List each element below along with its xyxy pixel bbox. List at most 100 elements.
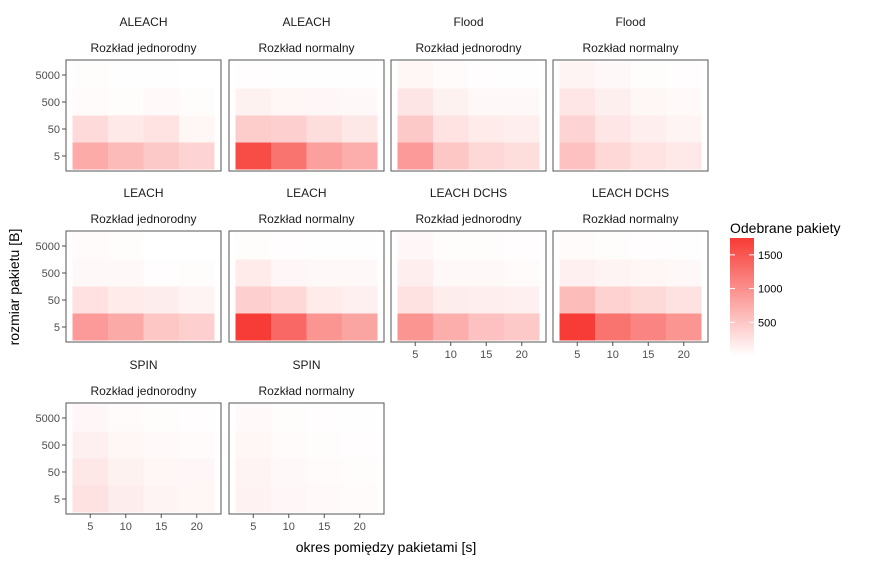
heatmap-cell bbox=[235, 485, 271, 513]
panel-border bbox=[552, 230, 709, 343]
heatmap-cell bbox=[235, 61, 271, 89]
heatmap-cell bbox=[72, 313, 108, 341]
heatmap-cell bbox=[235, 404, 271, 432]
heatmap-cell bbox=[433, 286, 469, 314]
y-tick-label: 5 bbox=[54, 151, 60, 163]
strip-label-distribution: Rozkład jednorodny bbox=[415, 41, 521, 55]
heatmap-cell bbox=[306, 485, 342, 513]
heatmap-cell bbox=[306, 286, 342, 314]
heatmap-cell bbox=[630, 88, 666, 116]
heatmap-cell bbox=[306, 431, 342, 459]
panel-border bbox=[552, 59, 709, 172]
heatmap-cell bbox=[559, 286, 595, 314]
heatmap-cell bbox=[630, 61, 666, 89]
heatmap-cell bbox=[306, 458, 342, 486]
heatmap-cell bbox=[595, 286, 631, 314]
heatmap-cell bbox=[433, 115, 469, 143]
heatmap-cell bbox=[306, 88, 342, 116]
heatmap-cell bbox=[143, 61, 179, 89]
x-tick-label: 5 bbox=[250, 521, 256, 533]
y-tick-label: 5 bbox=[54, 322, 60, 334]
heatmap-cell bbox=[306, 232, 342, 260]
heatmap-cell bbox=[306, 259, 342, 287]
heatmap-cell bbox=[559, 313, 595, 341]
heatmap-cell bbox=[72, 485, 108, 513]
heatmap-cell bbox=[504, 115, 540, 143]
strip-label-distribution: Rozkład normalny bbox=[258, 384, 354, 398]
facet-panels: ALEACH Rozkład jednorodny 5 50 500 5000 ALEACH… bbox=[36, 15, 709, 533]
heatmap-cell bbox=[235, 115, 271, 143]
y-tick-label: 5 bbox=[54, 494, 60, 506]
heatmap-cell bbox=[433, 232, 469, 260]
heatmap-cell bbox=[108, 286, 144, 314]
heatmap-cell bbox=[143, 458, 179, 486]
heatmap-cell bbox=[235, 142, 271, 170]
heatmap-cell bbox=[72, 88, 108, 116]
heatmap-cell bbox=[143, 259, 179, 287]
heatmap-cell bbox=[235, 286, 271, 314]
heatmap-cell bbox=[108, 313, 144, 341]
heatmap-cell bbox=[143, 115, 179, 143]
heatmap-cell bbox=[595, 142, 631, 170]
heatmap-cell bbox=[504, 142, 540, 170]
heatmap-cell bbox=[108, 115, 144, 143]
x-tick-label: 20 bbox=[191, 521, 203, 533]
heatmap-cell bbox=[235, 313, 271, 341]
heatmap-cell bbox=[433, 313, 469, 341]
x-tick-label: 15 bbox=[642, 349, 654, 361]
heatmap-cell bbox=[271, 286, 307, 314]
heatmap-cell bbox=[397, 232, 433, 260]
heatmap-cell bbox=[235, 431, 271, 459]
heatmap-cell bbox=[143, 232, 179, 260]
heatmap-cell bbox=[306, 142, 342, 170]
heatmap-cell bbox=[468, 88, 504, 116]
heatmap-cell bbox=[504, 88, 540, 116]
y-tick-label: 500 bbox=[42, 268, 60, 280]
heatmap-cell bbox=[666, 313, 702, 341]
heatmap-cell bbox=[108, 61, 144, 89]
heatmap-cell bbox=[179, 485, 215, 513]
heatmap-cell bbox=[397, 313, 433, 341]
heatmap-cell bbox=[666, 286, 702, 314]
heatmap-cell bbox=[595, 61, 631, 89]
heatmap-cell bbox=[397, 88, 433, 116]
heatmap-cell bbox=[468, 286, 504, 314]
panel-border bbox=[390, 59, 547, 172]
heatmap-cell bbox=[342, 485, 378, 513]
heatmap-cell bbox=[630, 142, 666, 170]
heatmap-cell bbox=[108, 431, 144, 459]
heatmap-cell bbox=[397, 142, 433, 170]
y-tick-label: 5000 bbox=[36, 413, 60, 425]
heatmap-cell bbox=[271, 431, 307, 459]
heatmap-cell bbox=[595, 313, 631, 341]
strip-label-protocol: LEACH DCHS bbox=[592, 186, 669, 200]
y-axis-title: rozmiar pakietu [B] bbox=[6, 229, 22, 346]
heatmap-cell bbox=[72, 61, 108, 89]
heatmap-cell bbox=[595, 259, 631, 287]
heatmap-cell bbox=[271, 115, 307, 143]
heatmap-cell bbox=[72, 286, 108, 314]
heatmap-cell bbox=[72, 142, 108, 170]
y-tick-label: 5000 bbox=[36, 70, 60, 82]
heatmap-cell bbox=[179, 431, 215, 459]
heatmap-cell bbox=[559, 142, 595, 170]
y-tick-label: 5000 bbox=[36, 241, 60, 253]
heatmap-cell bbox=[504, 259, 540, 287]
heatmap-cell bbox=[143, 485, 179, 513]
panel-border bbox=[65, 230, 222, 343]
heatmap-cell bbox=[143, 88, 179, 116]
heatmap-cell bbox=[595, 115, 631, 143]
heatmap-cell bbox=[108, 232, 144, 260]
heatmap-cell bbox=[342, 313, 378, 341]
heatmap-cell bbox=[108, 259, 144, 287]
heatmap-cell bbox=[271, 232, 307, 260]
heatmap-cell bbox=[397, 259, 433, 287]
heatmap-cell bbox=[72, 404, 108, 432]
heatmap-cell bbox=[630, 115, 666, 143]
panel-border bbox=[65, 402, 222, 515]
heatmap-cell bbox=[179, 61, 215, 89]
x-tick-label: 20 bbox=[678, 349, 690, 361]
heatmap-cell bbox=[559, 88, 595, 116]
heatmap-cell bbox=[179, 232, 215, 260]
